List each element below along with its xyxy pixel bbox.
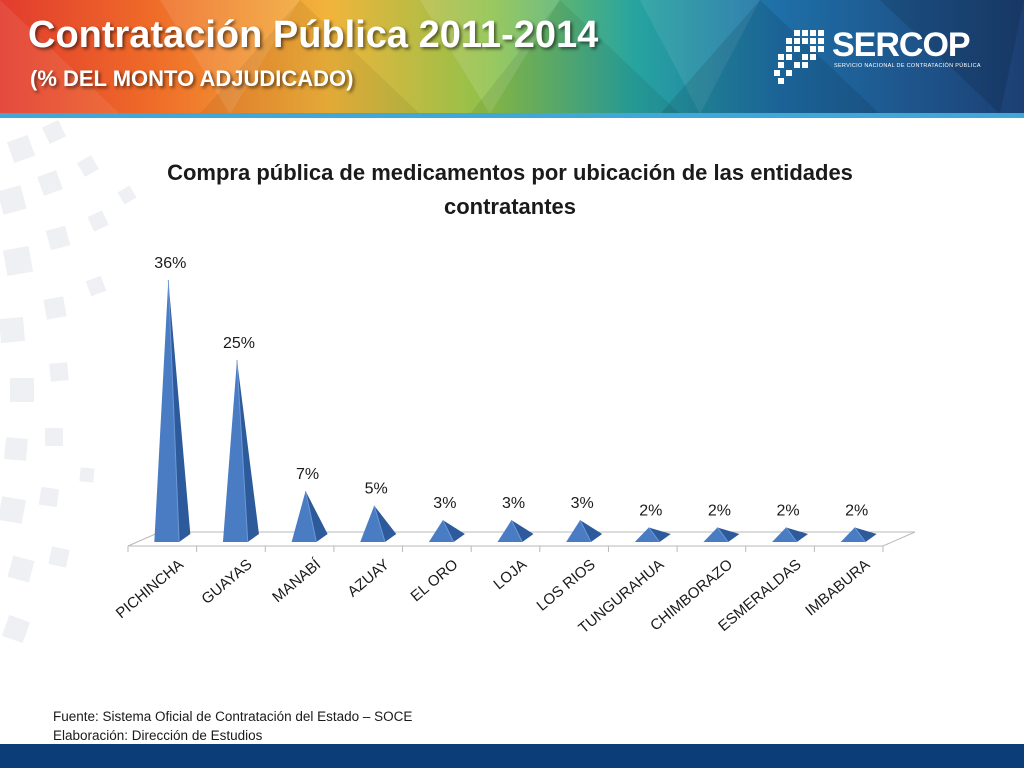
category-label: MANABÍ [269,556,325,607]
category-label: PICHINCHA [113,556,187,622]
pyramid-edge [236,360,249,543]
pyramid-bar [154,279,191,543]
page-subtitle: (% DEL MONTO ADJUDICADO) [30,66,354,91]
data-label: 2% [845,502,868,519]
data-label: 2% [708,502,731,519]
pyramid-face-front [360,505,386,542]
pyramid-face-side [442,520,465,542]
bottom-bar [0,744,1024,768]
data-label: 36% [154,255,186,272]
pyramid-edge [648,527,660,543]
pyramid-face-side [168,280,191,542]
pyramid-face-front [497,520,523,542]
pyramid-bar [703,527,740,543]
pyramid-bar [634,527,671,543]
data-label: 3% [433,495,456,512]
category-label: GUAYAS [198,556,255,608]
header-banner: Contratación Pública 2011-2014 (% DEL MO… [0,0,1024,114]
pyramid-face-front [772,527,797,542]
pyramid-face-front [291,491,317,542]
pyramid-face-side [648,527,671,542]
chart-title: Compra pública de medicamentos por ubica… [167,160,853,219]
pyramid-bar [291,490,328,543]
chart-footer: Fuente: Sistema Oficial de Contratación … [53,707,412,745]
pyramid-bar [566,519,603,543]
pyramid-bar [222,360,259,543]
pyramid-face-side [511,520,534,542]
data-label: 2% [639,502,662,519]
background-square-pattern [0,120,137,644]
pyramid-bar [497,519,534,543]
pyramid-edge [854,527,866,543]
pyramid-face-side [374,505,397,542]
pyramid-bar [840,527,877,543]
data-label: 25% [223,335,255,352]
sercop-logo: SERCOP SERVICIO NACIONAL DE CONTRATACIÓN… [772,26,1002,88]
pyramid-face-front [634,527,660,542]
data-label: 3% [571,495,594,512]
page-title: Contratación Pública 2011-2014 [28,14,599,56]
category-label: AZUAY [344,556,392,600]
category-label: IMBABURA [802,556,873,619]
sercop-logo-icon [774,30,824,84]
pyramid-face-side [854,527,877,542]
source-note: Fuente: Sistema Oficial de Contratación … [53,709,413,724]
pyramid-face-front [154,280,180,542]
header-triangle-pattern [0,0,1024,114]
pyramid-bar [772,527,809,543]
pyramid-bar [360,505,397,543]
pyramid-bar [428,519,465,543]
pyramid-face-front [428,520,454,542]
data-label: 5% [365,481,388,498]
pyramid-edge [442,519,455,543]
pyramid-bar-chart: 36% 25% 7% 5% 3% 3% 3% 2% 2% 2% 2% PICHINCHA GUAYAS… [113,255,916,637]
pyramid-edge [511,519,523,543]
pyramid-edge [305,490,317,543]
data-label: 7% [296,466,319,483]
header-divider [0,113,1024,118]
category-label: LOJA [490,556,530,593]
pyramid-edge [373,505,386,543]
logo-tagline: SERVICIO NACIONAL DE CONTRATACIÓN PÚBLIC… [834,63,981,69]
pyramid-edge [579,519,592,543]
pyramid-face-side [717,527,740,542]
pyramid-face-front [703,527,729,542]
prepared-by-note: Elaboración: Dirección de Estudios [53,728,263,743]
data-label: 2% [776,502,799,519]
logo-wordmark: SERCOP [832,26,971,64]
pyramid-edge [717,527,729,543]
pyramid-face-front [840,527,866,542]
pyramid-face-side [786,527,809,542]
pyramid-face-front [566,520,591,542]
pyramid-face-side [236,360,259,542]
category-label: LOS RIOS [533,556,598,615]
pyramid-edge [785,527,798,543]
category-label: EL ORO [408,556,462,605]
pyramid-face-front [222,360,248,542]
pyramid-edge [167,279,180,543]
pyramid-face-side [305,491,328,542]
pyramid-face-side [580,520,603,542]
data-label: 3% [502,495,525,512]
